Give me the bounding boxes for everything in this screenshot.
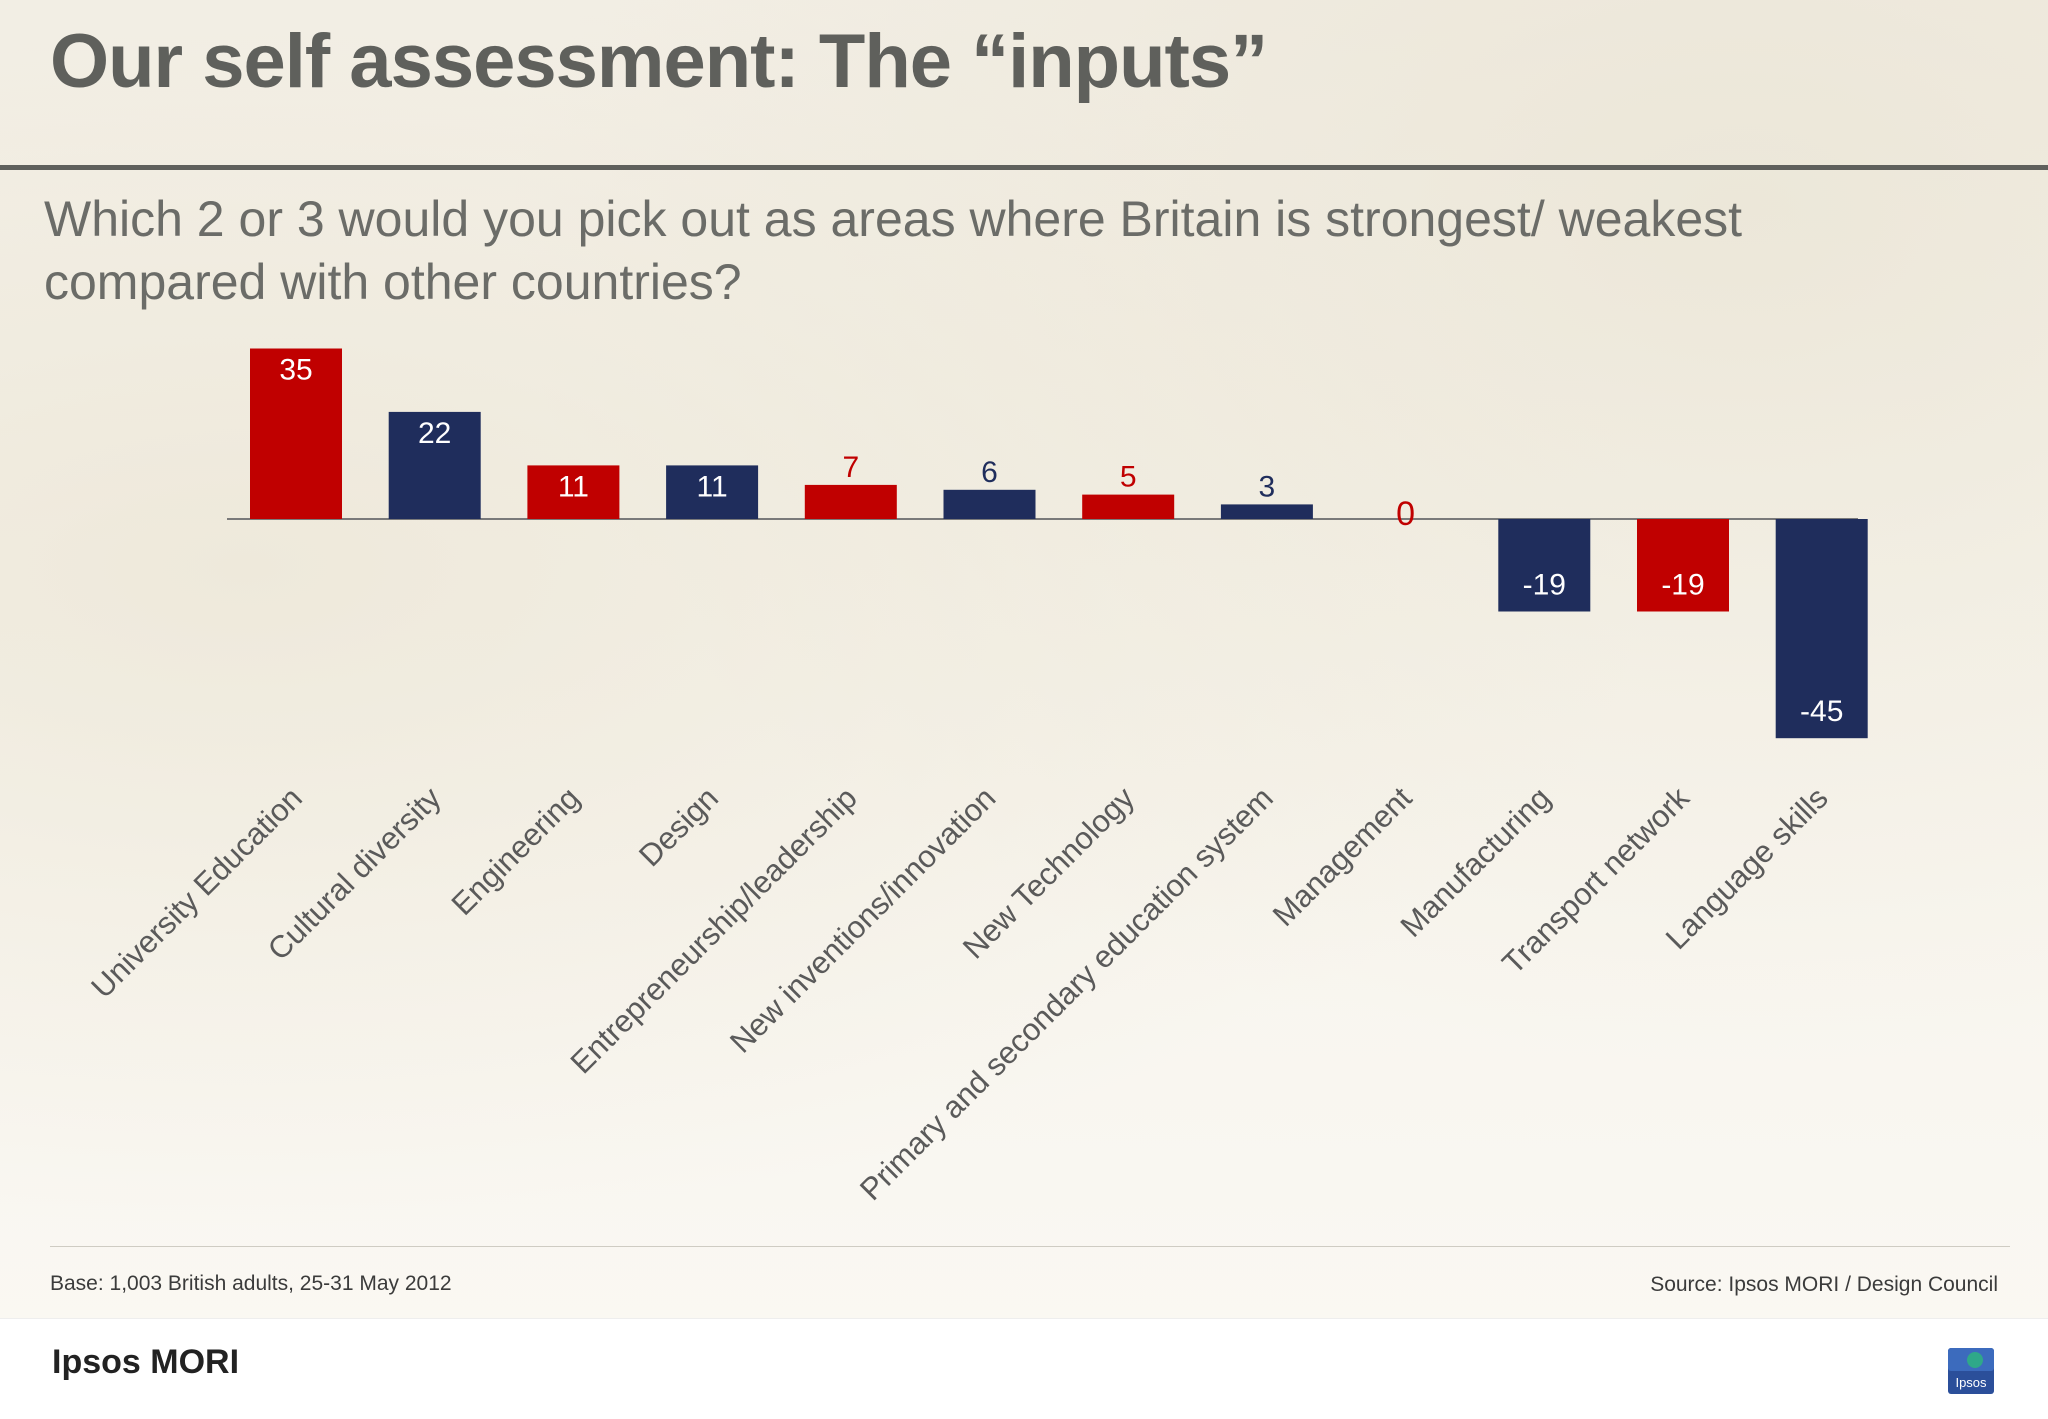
source-note: Source: Ipsos MORI / Design Council	[1650, 1273, 1998, 1296]
data-label: 11	[558, 470, 589, 503]
category-label: University Education	[84, 780, 309, 1005]
slide-title: Our self assessment: The “inputs”	[50, 19, 1268, 104]
data-label: -19	[1661, 569, 1704, 602]
category-label: Entrepreneurship/leadership	[564, 780, 864, 1080]
bar	[1498, 519, 1591, 612]
bar	[250, 348, 342, 519]
footer-band	[0, 1318, 2048, 1419]
bar	[1775, 519, 1868, 739]
bar	[666, 465, 759, 519]
bar	[804, 484, 897, 519]
bar	[943, 489, 1036, 519]
category-label: Management	[1266, 780, 1419, 933]
data-label: 7	[842, 451, 859, 484]
ipsos-logo-text: Ipsos	[1955, 1375, 1987, 1390]
data-label: 6	[981, 456, 998, 489]
data-label: 22	[418, 417, 451, 450]
footer-divider	[50, 1246, 2010, 1247]
bar	[1637, 519, 1729, 612]
data-label: 0	[1396, 495, 1415, 533]
category-label: Engineering	[445, 780, 587, 922]
bar	[1082, 494, 1175, 519]
bar	[527, 465, 620, 519]
bar	[388, 411, 481, 519]
data-label: -45	[1800, 695, 1843, 728]
data-label: 5	[1120, 461, 1137, 494]
category-label: Design	[632, 780, 725, 873]
category-label: New inventions/innovation	[723, 780, 1002, 1059]
ipsos-logo-icon: Ipsos	[1948, 1348, 1994, 1394]
data-label: 35	[279, 354, 312, 387]
title-divider	[0, 165, 2048, 170]
data-label: -19	[1523, 569, 1566, 602]
base-note: Base: 1,003 British adults, 25-31 May 20…	[50, 1272, 452, 1295]
bar	[1220, 504, 1313, 519]
ipsos-mori-wordmark: Ipsos MORI	[52, 1343, 240, 1381]
data-label: 11	[697, 470, 728, 503]
question-subtitle: Which 2 or 3 would you pick out as areas…	[44, 191, 1743, 310]
data-label: 3	[1259, 470, 1276, 503]
